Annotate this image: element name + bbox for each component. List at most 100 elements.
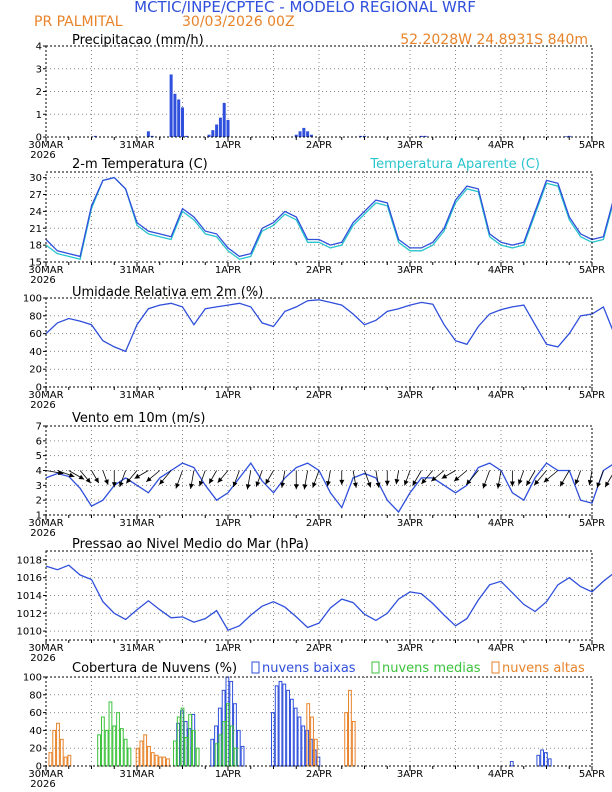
- wind-arrow-head: [441, 473, 448, 479]
- x-tick-label: 3APR: [397, 140, 423, 151]
- precipitation-bar: [184, 135, 188, 137]
- x-tick-label: 30MAR: [28, 265, 63, 276]
- wind-arrow-head: [534, 479, 540, 486]
- x-tick-label: 2APR: [306, 518, 332, 529]
- cloud-cover-bar-nuvens-altas: [154, 754, 159, 767]
- low-clouds-legend-label: nuvens baixas: [262, 661, 356, 676]
- y-tick-label: 20: [29, 744, 42, 755]
- precipitation-bar: [173, 93, 177, 137]
- cloud-cover-bar-nuvens-baixas: [544, 752, 548, 767]
- wind-arrow-head: [209, 478, 214, 484]
- x-tick-label: 2APR: [306, 390, 332, 401]
- x-tick-label: 30MAR: [28, 390, 63, 401]
- precipitation-bar: [294, 134, 298, 137]
- wind-arrow-head: [560, 480, 565, 487]
- cloud-cover-bar-nuvens-medias: [123, 738, 128, 767]
- wind-arrow-head: [198, 480, 204, 487]
- cloud-cover-bar-nuvens-medias: [222, 721, 227, 767]
- mid-clouds-legend-swatch: [371, 661, 380, 674]
- x-tick-label: 1APR: [215, 518, 241, 529]
- y-tick-label: 60: [29, 708, 42, 719]
- wind-arrow-head: [587, 479, 593, 486]
- wind-arrow-head: [605, 481, 610, 488]
- precipitation-bar: [419, 135, 423, 137]
- precipitation-bar: [567, 135, 571, 137]
- y-tick-label: 80: [29, 311, 42, 322]
- y-tick-label: 20: [29, 365, 42, 376]
- series-line-2-m-temperatura-c-: [45, 176, 612, 258]
- cloud-cover-bar-nuvens-baixas: [547, 758, 552, 767]
- x-tick-label: 5APR: [579, 769, 605, 780]
- wind-arrow-head: [175, 483, 180, 489]
- cloud-cover-bar-nuvens-altas: [306, 703, 311, 767]
- y-tick-label: 6: [36, 436, 42, 447]
- cloud-cover-bar-nuvens-altas: [351, 721, 356, 767]
- cloud-cover-bar-nuvens-medias: [116, 712, 120, 767]
- wind-arrow-head: [517, 479, 523, 485]
- wind-arrow-head: [352, 482, 358, 488]
- low-clouds-legend-swatch: [251, 661, 260, 674]
- cloud-cover-bar-nuvens-altas: [147, 745, 151, 767]
- precipitation-bar: [563, 136, 567, 137]
- precipitation-bar: [146, 131, 150, 137]
- wind-arrow-head: [375, 482, 381, 488]
- cloud-cover-bar-nuvens-medias: [218, 734, 223, 767]
- wind-arrow-head: [394, 478, 400, 485]
- precipitation-bar: [226, 119, 230, 137]
- precipitation-bar: [207, 134, 211, 137]
- wind-arrow-head: [217, 477, 223, 483]
- precipitation-panel-title: Precipitacao (mm/h): [72, 33, 204, 48]
- wind-arrow-head: [384, 480, 390, 486]
- cloud-cover-bar-nuvens-baixas: [509, 761, 514, 767]
- x-tick-label: 30MAR: [28, 518, 63, 529]
- cloud-cover-bar-nuvens-altas: [348, 689, 352, 767]
- wind-arrow-head: [312, 482, 317, 488]
- cloud-cover-bar-nuvens-medias: [108, 701, 113, 767]
- cloud-cover-bar-nuvens-medias: [100, 716, 105, 767]
- wind-arrow-head: [454, 476, 460, 482]
- cloud-cover-bar-nuvens-baixas: [282, 683, 287, 767]
- precipitation-bar: [211, 130, 215, 137]
- x-tick-label: 31MAR: [119, 265, 154, 276]
- cloud-cover-bar-nuvens-altas: [166, 758, 170, 767]
- high-clouds-legend-label: nuvens altas: [502, 661, 585, 676]
- y-tick-label: 80: [29, 690, 42, 701]
- x-tick-label: 1APR: [215, 643, 241, 654]
- y-tick-label: 3: [36, 481, 42, 492]
- wind-arrow-head: [526, 480, 531, 486]
- x-year-label: 2026: [30, 779, 55, 790]
- precipitation-bar: [218, 117, 222, 137]
- x-tick-label: 31MAR: [119, 643, 154, 654]
- station-coords: 52.2028W 24.8931S 840m: [400, 32, 588, 48]
- x-tick-label: 1APR: [215, 265, 241, 276]
- cloud-cover-bar-nuvens-baixas: [540, 749, 545, 767]
- cloud-cover-bar-nuvens-medias: [233, 747, 238, 767]
- x-tick-label: 4APR: [488, 643, 514, 654]
- x-year-label: 2026: [30, 653, 55, 664]
- wind-arrow-head: [326, 480, 331, 487]
- cloud-cover-bar-nuvens-baixas: [293, 707, 298, 767]
- y-tick-label: 1018: [17, 555, 42, 566]
- wind-arrow-head: [293, 484, 299, 490]
- precipitation-bar: [150, 135, 154, 137]
- cloud-cover-bar-nuvens-altas: [135, 747, 140, 767]
- precipitation-bar: [177, 99, 181, 137]
- x-tick-label: 3APR: [397, 518, 423, 529]
- wind-arrow-head: [245, 484, 251, 490]
- wind-arrow-head: [255, 481, 261, 487]
- y-tick-label: 100: [23, 294, 42, 305]
- cloud-cover-bar-nuvens-medias: [195, 747, 200, 767]
- cloud-cover-bar-nuvens-baixas: [289, 698, 294, 767]
- x-tick-label: 4APR: [488, 140, 514, 151]
- wind-arrow-head: [189, 483, 194, 489]
- cloud-cover-bar-nuvens-baixas: [286, 689, 290, 767]
- wind-arrow-head: [412, 480, 418, 486]
- cloud-cover-panel-title: Cobertura de Nuvens (%): [72, 661, 237, 676]
- x-tick-label: 4APR: [488, 265, 514, 276]
- cloud-cover-bar-nuvens-medias: [188, 713, 192, 767]
- wind-arrow-head: [94, 477, 99, 484]
- x-tick-label: 5APR: [579, 140, 605, 151]
- mid-clouds-legend-label: nuvens medias: [382, 661, 481, 676]
- x-year-label: 2026: [30, 150, 55, 161]
